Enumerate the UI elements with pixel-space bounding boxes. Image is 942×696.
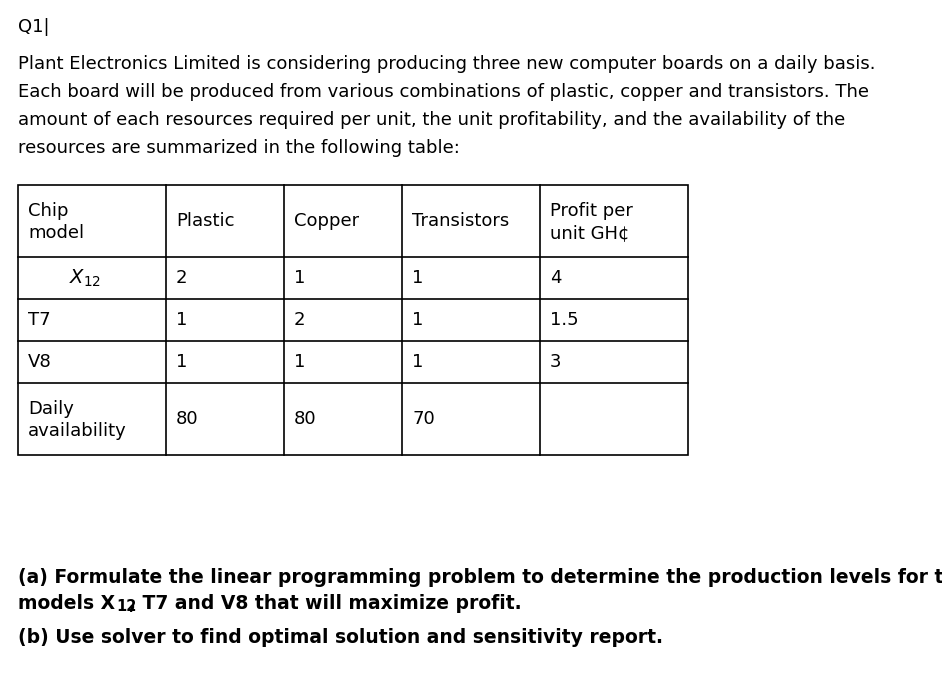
Text: Q1|: Q1| <box>18 18 50 36</box>
Text: $X_{12}$: $X_{12}$ <box>69 267 101 289</box>
Text: 1: 1 <box>176 353 187 371</box>
Text: 4: 4 <box>550 269 561 287</box>
Text: 1.5: 1.5 <box>550 311 578 329</box>
Text: Profit per: Profit per <box>550 202 633 220</box>
Text: 1: 1 <box>412 353 423 371</box>
Text: 70: 70 <box>412 410 435 428</box>
Text: Chip: Chip <box>28 202 69 220</box>
Text: 1: 1 <box>412 311 423 329</box>
Text: T7: T7 <box>28 311 51 329</box>
Text: V8: V8 <box>28 353 52 371</box>
Text: model: model <box>28 224 84 242</box>
Text: resources are summarized in the following table:: resources are summarized in the followin… <box>18 139 460 157</box>
Text: 80: 80 <box>176 410 199 428</box>
Text: 2: 2 <box>294 311 305 329</box>
Text: Plastic: Plastic <box>176 212 235 230</box>
Text: 2: 2 <box>176 269 187 287</box>
Text: , T7 and V8 that will maximize profit.: , T7 and V8 that will maximize profit. <box>129 594 522 613</box>
Text: 3: 3 <box>550 353 561 371</box>
Text: (a) Formulate the linear programming problem to determine the production levels : (a) Formulate the linear programming pro… <box>18 568 942 587</box>
Text: models X: models X <box>18 594 115 613</box>
Text: 12: 12 <box>116 599 137 614</box>
Text: availability: availability <box>28 422 127 440</box>
Text: (b) Use solver to find optimal solution and sensitivity report.: (b) Use solver to find optimal solution … <box>18 628 663 647</box>
Text: Transistors: Transistors <box>412 212 510 230</box>
Text: 80: 80 <box>294 410 317 428</box>
Text: 1: 1 <box>176 311 187 329</box>
Text: 1: 1 <box>294 269 305 287</box>
Text: Each board will be produced from various combinations of plastic, copper and tra: Each board will be produced from various… <box>18 83 869 101</box>
Text: Daily: Daily <box>28 400 73 418</box>
Text: Plant Electronics Limited is considering producing three new computer boards on : Plant Electronics Limited is considering… <box>18 55 875 73</box>
Text: unit GH¢: unit GH¢ <box>550 224 629 242</box>
Text: Copper: Copper <box>294 212 359 230</box>
Text: 1: 1 <box>294 353 305 371</box>
Text: amount of each resources required per unit, the unit profitability, and the avai: amount of each resources required per un… <box>18 111 845 129</box>
Text: 1: 1 <box>412 269 423 287</box>
Bar <box>18 185 688 455</box>
